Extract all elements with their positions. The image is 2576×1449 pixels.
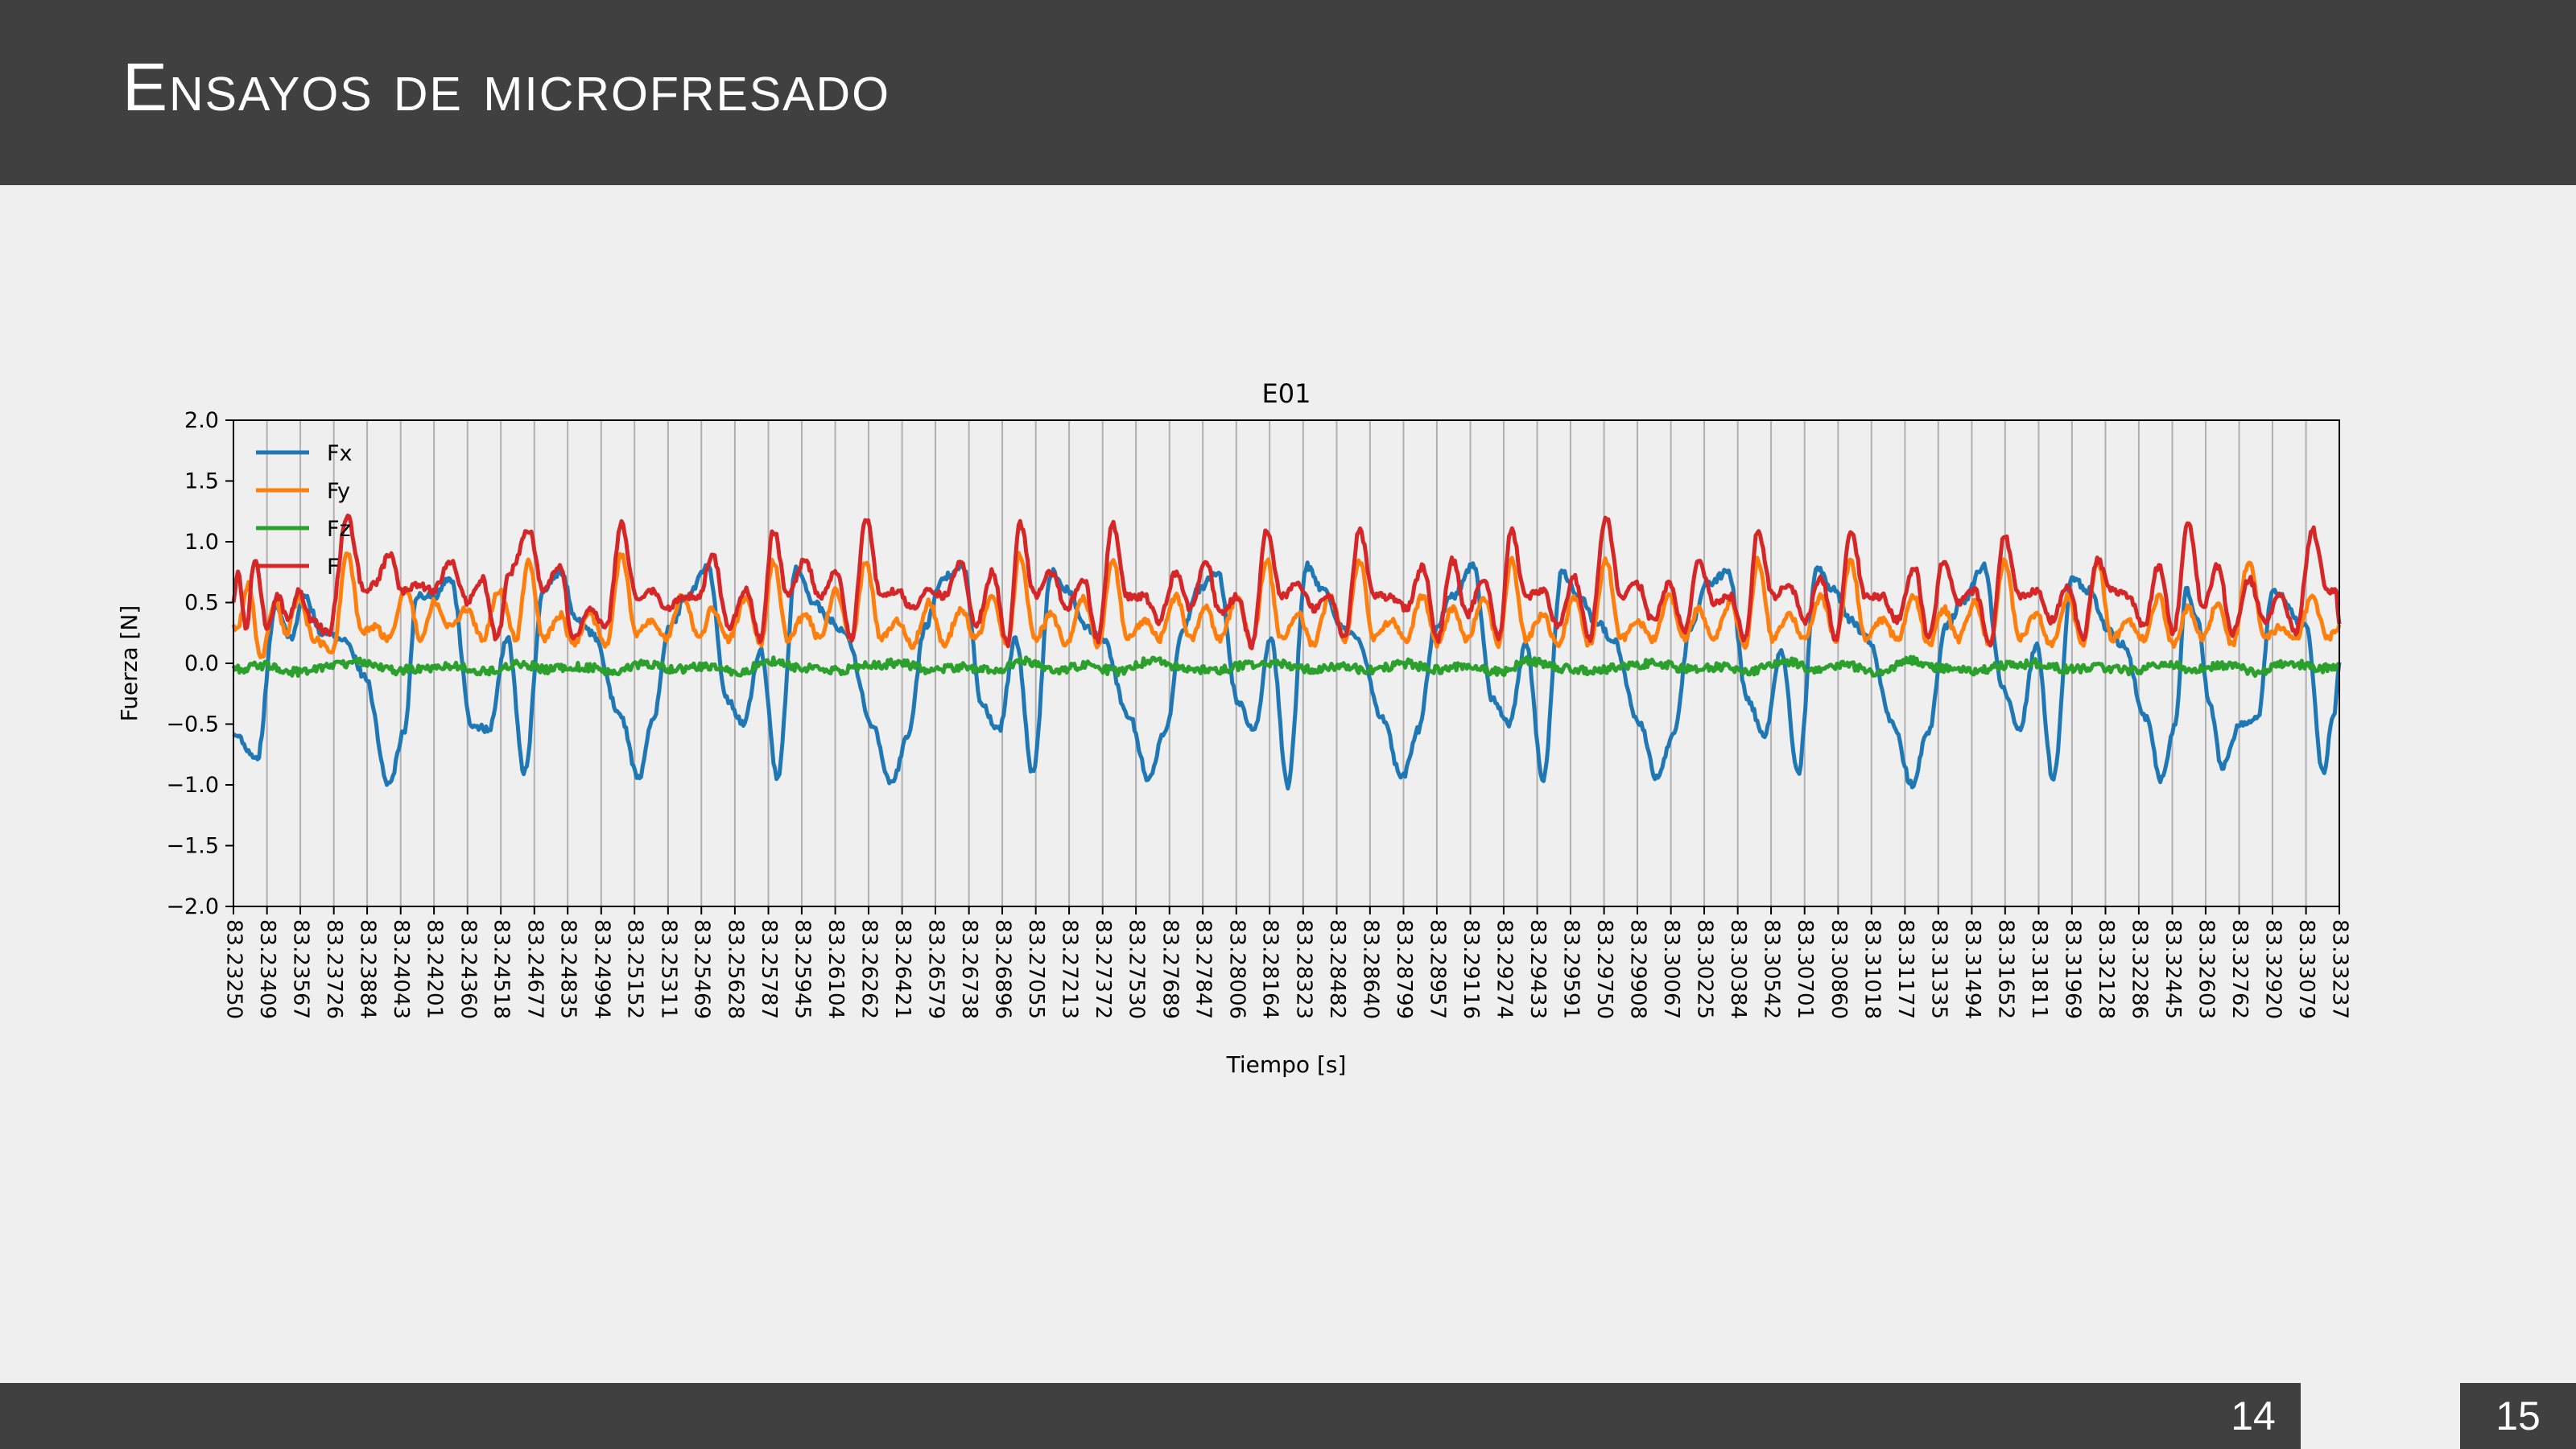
- x-tick-label: 83.31652: [1993, 919, 2017, 1019]
- x-tick-label: 83.31494: [1960, 919, 1984, 1019]
- y-tick-label: −1.5: [166, 834, 219, 859]
- grid-layer: [233, 420, 2340, 906]
- x-tick-label: 83.25469: [690, 919, 714, 1019]
- slide-title: Ensayos de microfresado: [122, 49, 891, 125]
- x-axis-label: Tiempo [s]: [1226, 1051, 1347, 1078]
- x-tick-label: 83.28006: [1224, 919, 1249, 1019]
- x-tick-label: 83.32762: [2227, 919, 2252, 1019]
- x-tick-label: 83.23250: [222, 919, 246, 1019]
- x-tick-label: 83.32286: [2127, 919, 2151, 1019]
- x-tick-label: 83.27372: [1091, 919, 1115, 1019]
- series-layer: [231, 514, 2342, 791]
- x-tick-label: 83.24043: [389, 919, 413, 1019]
- x-tick-label: 83.30701: [1793, 919, 1817, 1019]
- y-tick-label: 1.0: [184, 530, 219, 555]
- x-tick-label: 83.25152: [623, 919, 647, 1019]
- x-tick-label: 83.31335: [1926, 919, 1951, 1019]
- x-tick-label: 83.28957: [1425, 919, 1449, 1019]
- x-tick-label: 83.24677: [522, 919, 547, 1019]
- x-tick-label: 83.29433: [1525, 919, 1550, 1019]
- x-tick-label: 83.32128: [2094, 919, 2118, 1019]
- x-tick-label: 83.33079: [2294, 919, 2318, 1019]
- legend: Fx Fy Fz F: [256, 441, 353, 580]
- x-tick-label: 83.29908: [1626, 919, 1650, 1019]
- y-tick-label: 0.0: [184, 651, 219, 676]
- x-tick-label: 83.28164: [1258, 919, 1282, 1019]
- x-tick-label: 83.28799: [1392, 919, 1416, 1019]
- page-total: 15: [2460, 1383, 2576, 1449]
- x-tick-label: 83.25787: [757, 919, 781, 1019]
- x-tick-label: 83.29750: [1592, 919, 1616, 1019]
- y-tick-label: 2.0: [184, 408, 219, 433]
- x-axis-ticks: 83.23250 83.23409 83.23567 83.23726 83.23884…: [222, 906, 2352, 1019]
- x-tick-label: 83.33237: [2328, 919, 2352, 1019]
- x-tick-label: 83.28482: [1325, 919, 1349, 1019]
- series-line-fy: [231, 551, 2342, 659]
- chart-title: E01: [1262, 378, 1311, 409]
- legend-label-fz: Fz: [327, 517, 351, 542]
- x-tick-label: 83.32603: [2194, 919, 2218, 1019]
- x-tick-label: 83.23567: [289, 919, 313, 1019]
- x-tick-label: 83.31177: [1893, 919, 1918, 1019]
- page-number: 14: [2206, 1383, 2301, 1449]
- x-tick-label: 83.25945: [790, 919, 814, 1019]
- x-tick-label: 83.32445: [2161, 919, 2185, 1019]
- x-tick-label: 83.24360: [456, 919, 480, 1019]
- y-tick-label: −2.0: [166, 894, 219, 919]
- x-tick-label: 83.31811: [2027, 919, 2051, 1019]
- x-tick-label: 83.30542: [1760, 919, 1784, 1019]
- series-line-fz: [231, 654, 2341, 678]
- y-tick-label: 0.5: [184, 591, 219, 616]
- title-bar: Ensayos de microfresado: [0, 0, 2576, 185]
- y-tick-label: −0.5: [166, 712, 219, 737]
- legend-label-f: F: [327, 555, 340, 580]
- x-tick-label: 83.23884: [356, 919, 380, 1019]
- x-tick-label: 83.30384: [1726, 919, 1750, 1019]
- x-tick-label: 83.30860: [1827, 919, 1851, 1019]
- x-tick-label: 83.26579: [924, 919, 948, 1019]
- x-tick-label: 83.26262: [857, 919, 881, 1019]
- x-tick-label: 83.24201: [423, 919, 447, 1019]
- y-tick-label: 1.5: [184, 469, 219, 494]
- x-tick-label: 83.28323: [1291, 919, 1315, 1019]
- legend-label-fy: Fy: [327, 479, 350, 504]
- x-tick-label: 83.31018: [1860, 919, 1884, 1019]
- x-tick-label: 83.26738: [957, 919, 981, 1019]
- x-tick-label: 83.25628: [723, 919, 747, 1019]
- x-tick-label: 83.26421: [890, 919, 914, 1019]
- x-tick-label: 83.29591: [1558, 919, 1583, 1019]
- x-tick-label: 83.27847: [1191, 919, 1216, 1019]
- x-tick-label: 83.26896: [991, 919, 1015, 1019]
- x-tick-label: 83.26104: [824, 919, 848, 1019]
- x-tick-label: 83.27530: [1125, 919, 1149, 1019]
- x-tick-label: 83.24835: [556, 919, 580, 1019]
- x-tick-label: 83.27689: [1158, 919, 1182, 1019]
- x-tick-label: 83.24994: [589, 919, 613, 1019]
- x-tick-label: 83.30067: [1659, 919, 1683, 1019]
- x-tick-label: 83.28640: [1358, 919, 1382, 1019]
- x-tick-label: 83.23726: [322, 919, 346, 1019]
- x-tick-label: 83.30225: [1693, 919, 1717, 1019]
- legend-label-fx: Fx: [327, 441, 353, 466]
- x-tick-label: 83.24518: [489, 919, 514, 1019]
- x-tick-label: 83.29274: [1492, 919, 1516, 1019]
- x-tick-label: 83.27213: [1058, 919, 1082, 1019]
- footer-bar: [0, 1383, 2301, 1449]
- series-line-f: [231, 514, 2342, 650]
- y-axis-ticks: 2.0 1.5 1.0 0.5 0.0 −0.5 −1.0 −1.5 −2.0: [166, 408, 233, 919]
- x-tick-label: 83.25311: [656, 919, 680, 1019]
- x-tick-label: 83.31969: [2060, 919, 2084, 1019]
- x-tick-label: 83.29116: [1459, 919, 1483, 1019]
- x-tick-label: 83.32920: [2260, 919, 2285, 1019]
- y-tick-label: −1.0: [166, 773, 219, 798]
- y-axis-label: Fuerza [N]: [116, 605, 142, 722]
- x-tick-label: 83.23409: [255, 919, 279, 1019]
- x-tick-label: 83.27055: [1024, 919, 1048, 1019]
